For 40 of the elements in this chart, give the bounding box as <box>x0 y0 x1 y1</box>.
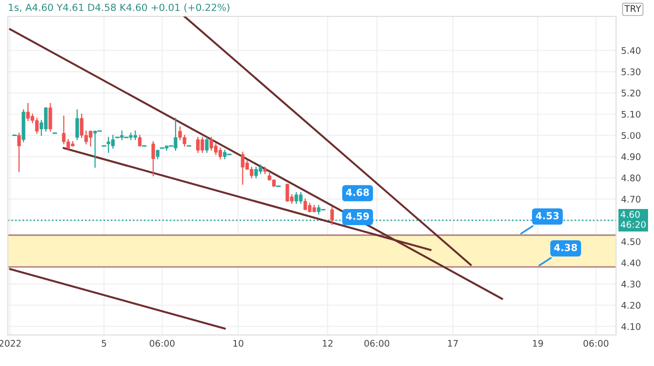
y-tick-label: 5.20 <box>622 90 640 96</box>
candlestick <box>330 206 334 226</box>
y-tick-label: 4.30 <box>621 280 640 288</box>
x-tick-label: 06:00 <box>150 340 175 347</box>
x-tick-label: 12 <box>322 340 332 347</box>
x-tick-label: 06:00 <box>364 340 390 347</box>
annotation: 4.68 <box>346 188 369 196</box>
x-tick-label: 19 <box>533 340 543 347</box>
y-tick-label: 4.50 <box>621 238 640 246</box>
ref-line-label: 4.60 46:20 <box>620 210 646 228</box>
candlestick <box>286 184 290 202</box>
y-tick-label: 4.10 <box>621 323 640 330</box>
candlestick <box>210 136 214 151</box>
x-tick-label: 5 <box>102 340 106 347</box>
candlestick <box>138 134 142 147</box>
y-tick-label: 5.00 <box>622 132 640 139</box>
x-tick-label: 06:00 <box>584 340 608 347</box>
y-tick-label: 4.70 <box>621 196 640 203</box>
x-tick-label: 10 <box>233 340 244 347</box>
y-tick-label: 4.90 <box>621 153 640 160</box>
candlestick <box>75 109 79 140</box>
chart-title: 1s, A4.60 Y4.61 D4.58 K4.60 +0.01 (+0.22%) <box>8 4 230 12</box>
x-tick-label: 17 <box>448 340 458 347</box>
y-axis-title: TRY <box>624 5 642 12</box>
candlestick <box>205 136 209 153</box>
ref-line-label: 4.53 <box>536 212 559 220</box>
candlestick <box>151 141 155 176</box>
candlestick <box>62 116 66 144</box>
y-tick-label: 4.20 <box>621 302 640 309</box>
y-tick-label: 4.40 <box>621 259 640 266</box>
y-tick-label: 4.80 <box>621 174 640 182</box>
candlestick <box>17 132 21 172</box>
y-tick-label: 5.40 <box>622 47 640 54</box>
y-tick-label: 5.10 <box>622 110 640 118</box>
annotation: 4.59 <box>346 212 369 220</box>
candlestick <box>48 102 52 132</box>
candlestick <box>303 198 308 210</box>
candlestick <box>294 192 298 204</box>
ref-line-label: 4.38 <box>554 244 578 252</box>
y-tick-label: 5.30 <box>622 68 640 76</box>
